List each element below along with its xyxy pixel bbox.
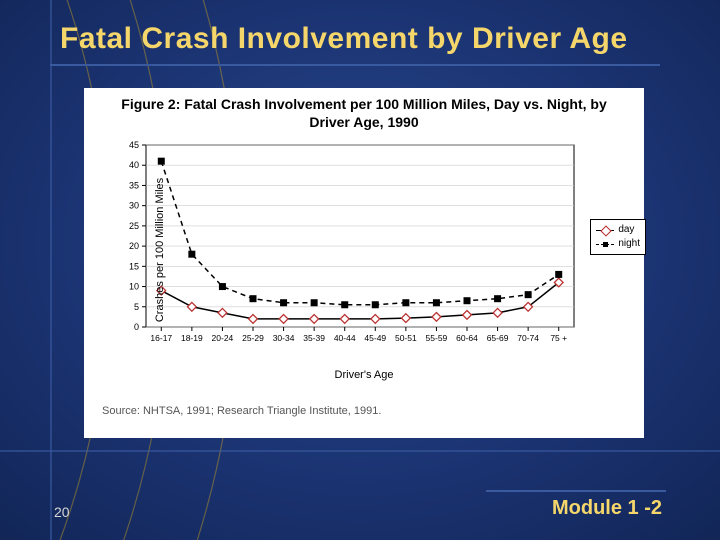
- legend-item-day: day: [596, 223, 640, 237]
- chart-container: Figure 2: Fatal Crash Involvement per 10…: [84, 88, 644, 438]
- svg-text:65-69: 65-69: [487, 333, 509, 343]
- svg-text:20-24: 20-24: [212, 333, 234, 343]
- chart-source: Source: NHTSA, 1991; Research Triangle I…: [102, 405, 644, 417]
- page-number: 20: [54, 504, 70, 520]
- svg-text:25-29: 25-29: [242, 333, 264, 343]
- svg-text:5: 5: [134, 302, 139, 312]
- svg-text:10: 10: [129, 282, 139, 292]
- vertical-rule: [50, 0, 52, 540]
- svg-text:55-59: 55-59: [426, 333, 448, 343]
- slide: Fatal Crash Involvement by Driver Age Fi…: [0, 0, 720, 540]
- svg-text:18-19: 18-19: [181, 333, 203, 343]
- x-axis-label: Driver's Age: [84, 369, 644, 381]
- svg-text:45: 45: [129, 140, 139, 150]
- svg-text:35-39: 35-39: [303, 333, 325, 343]
- svg-text:15: 15: [129, 261, 139, 271]
- svg-text:50-51: 50-51: [395, 333, 417, 343]
- y-axis-label: Crashes per 100 Million Miles: [154, 178, 166, 322]
- svg-text:70-74: 70-74: [517, 333, 539, 343]
- module-label: Module 1 -2: [552, 497, 662, 520]
- svg-text:40-44: 40-44: [334, 333, 356, 343]
- svg-text:35: 35: [129, 180, 139, 190]
- horizontal-rule: [0, 450, 720, 452]
- svg-text:30-34: 30-34: [273, 333, 295, 343]
- title-underline: [50, 64, 660, 66]
- svg-text:40: 40: [129, 160, 139, 170]
- svg-text:75 +: 75 +: [550, 333, 567, 343]
- svg-text:60-64: 60-64: [456, 333, 478, 343]
- svg-text:30: 30: [129, 201, 139, 211]
- slide-title: Fatal Crash Involvement by Driver Age: [60, 22, 628, 56]
- svg-text:0: 0: [134, 322, 139, 332]
- plot-area: Crashes per 100 Million Miles 0 5 10 15 20 25…: [84, 135, 644, 365]
- svg-text:45-49: 45-49: [364, 333, 386, 343]
- chart-title: Figure 2: Fatal Crash Involvement per 10…: [102, 96, 626, 131]
- svg-text:16-17: 16-17: [150, 333, 172, 343]
- module-underline: [486, 490, 666, 492]
- svg-text:20: 20: [129, 241, 139, 251]
- legend-label: day: [618, 223, 634, 237]
- svg-text:25: 25: [129, 221, 139, 231]
- legend-label: night: [618, 237, 640, 251]
- chart-svg: 0 5 10 15 20 25 30 35 40 45 16-17 18-19 20-24 25-29 30…: [84, 135, 644, 365]
- chart-legend: day night: [590, 219, 646, 255]
- legend-item-night: night: [596, 237, 640, 251]
